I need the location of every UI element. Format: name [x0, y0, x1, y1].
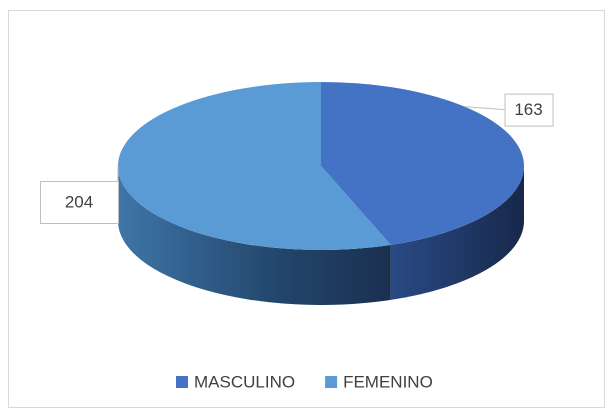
- data-label: 163: [514, 100, 542, 119]
- pie-slice: [321, 82, 524, 245]
- pie: [117, 82, 524, 306]
- pie-slice: [117, 82, 391, 251]
- legend-swatch: [325, 376, 338, 388]
- legend-swatch: [176, 376, 188, 388]
- legend-label: MASCULINO: [194, 372, 295, 391]
- pie-side: [390, 166, 524, 300]
- label-box: [504, 93, 554, 127]
- label-box: [40, 181, 119, 224]
- leader-line: [464, 106, 505, 111]
- data-label: 204: [65, 192, 93, 211]
- data-labels: 163 204: [40, 93, 554, 224]
- legend: MASCULINO FEMENINO: [176, 372, 433, 391]
- legend-label: FEMENINO: [343, 372, 433, 391]
- pie-side: [118, 166, 391, 306]
